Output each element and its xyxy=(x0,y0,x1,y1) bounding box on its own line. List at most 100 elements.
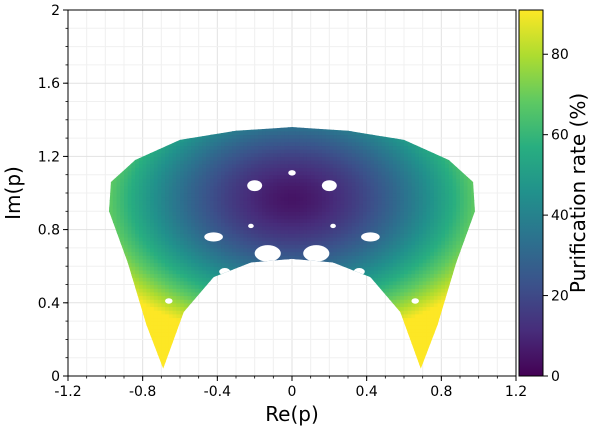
heatmap-cell xyxy=(299,284,304,289)
heatmap-cell xyxy=(217,343,222,348)
heatmap-cell xyxy=(239,233,245,238)
heatmap-cell xyxy=(325,160,330,165)
heatmap-cell xyxy=(243,218,248,223)
heatmap-cell xyxy=(351,189,357,194)
heatmap-cell xyxy=(135,343,140,348)
heatmap-cell xyxy=(314,291,319,297)
heatmap-cell xyxy=(209,321,215,326)
heatmap-cell xyxy=(150,244,155,249)
heatmap-cell xyxy=(194,200,200,205)
heatmap-cell xyxy=(172,189,177,194)
heatmap-cell xyxy=(299,127,304,128)
heatmap-cell xyxy=(362,185,368,190)
heatmap-cell xyxy=(217,255,222,260)
heatmap-cell xyxy=(180,156,185,161)
heatmap-cell xyxy=(321,284,327,289)
heatmap-cell xyxy=(280,167,286,172)
heatmap-cell xyxy=(202,269,207,275)
heatmap-cell xyxy=(109,233,114,238)
heatmap-cell xyxy=(329,233,334,238)
heatmap-cell xyxy=(183,178,189,183)
heatmap-cell xyxy=(292,273,297,278)
heatmap-cell xyxy=(112,269,118,275)
heatmap-cell xyxy=(265,339,271,344)
heatmap-cell xyxy=(165,313,170,319)
heatmap-cell xyxy=(262,127,267,128)
heatmap-cell xyxy=(127,343,133,348)
heatmap-cell xyxy=(209,222,215,227)
heatmap-cell xyxy=(187,266,192,271)
heatmap-cell xyxy=(306,174,312,179)
heatmap-cell xyxy=(284,368,289,369)
heatmap-cell xyxy=(280,343,286,348)
heatmap-cell xyxy=(303,233,308,238)
heatmap-cell xyxy=(277,365,282,369)
heatmap-cell xyxy=(265,365,271,369)
heatmap-cell xyxy=(310,127,315,132)
heatmap-cell xyxy=(209,284,215,289)
heatmap-cell xyxy=(280,193,286,198)
heatmap-cell xyxy=(240,120,244,124)
heatmap-cell xyxy=(221,247,226,253)
heatmap-cell xyxy=(273,306,278,311)
heatmap-cell xyxy=(273,343,278,348)
heatmap-cell xyxy=(340,346,345,351)
heatmap-cell xyxy=(273,127,278,132)
heatmap-cell xyxy=(228,255,233,260)
heatmap-cell xyxy=(120,218,125,223)
heatmap-cell xyxy=(247,357,252,362)
heatmap-cell xyxy=(247,134,252,139)
heatmap-cell xyxy=(288,240,293,245)
heatmap-cell xyxy=(318,288,323,293)
heatmap-cell xyxy=(254,350,259,355)
heatmap-cell xyxy=(295,321,301,326)
heatmap-cell xyxy=(206,306,211,311)
heatmap-cell xyxy=(146,229,151,234)
heatmap-cell xyxy=(366,262,371,267)
heatmap-cell xyxy=(157,218,162,223)
heatmap-cell xyxy=(168,324,174,330)
heatmap-cell xyxy=(336,218,342,223)
heatmap-cell xyxy=(243,295,248,300)
heatmap-cell xyxy=(295,255,301,260)
heatmap-cell xyxy=(161,277,166,282)
heatmap-cell xyxy=(224,291,230,297)
heatmap-cell xyxy=(273,149,278,154)
heatmap-cell xyxy=(109,203,110,209)
heatmap-cell xyxy=(280,134,286,139)
heatmap-cell xyxy=(262,167,267,172)
heatmap-cell xyxy=(273,127,278,128)
heatmap-cell xyxy=(329,141,334,147)
heatmap-cell xyxy=(254,193,259,198)
heatmap-cell xyxy=(318,229,323,234)
heatmap-cell xyxy=(292,152,297,157)
heatmap-cell xyxy=(209,306,215,311)
heatmap-cell xyxy=(265,273,271,278)
heatmap-cell xyxy=(314,127,319,132)
heatmap-cell xyxy=(116,167,121,172)
heatmap-cell xyxy=(318,368,323,369)
heatmap-cell xyxy=(355,310,360,315)
heatmap-cell xyxy=(340,236,345,242)
heatmap-cell xyxy=(254,163,259,168)
heatmap-cell xyxy=(277,141,282,147)
heatmap-cell xyxy=(180,262,185,267)
heatmap-cell xyxy=(239,350,245,355)
heatmap-cell xyxy=(168,130,174,136)
heatmap-cell xyxy=(355,240,360,245)
heatmap-cell xyxy=(262,141,267,147)
heatmap-cell xyxy=(344,255,349,260)
heatmap-cell xyxy=(131,120,135,124)
heatmap-cell xyxy=(269,189,274,194)
heatmap-cell xyxy=(255,120,259,124)
heatmap-cell xyxy=(239,240,245,245)
heatmap-cell xyxy=(254,328,259,333)
heatmap-cell xyxy=(213,163,218,168)
heatmap-cell xyxy=(138,306,144,311)
heatmap-cell xyxy=(187,328,192,333)
heatmap-cell xyxy=(224,229,230,234)
heatmap-cell xyxy=(116,214,121,220)
heatmap-cell xyxy=(239,269,245,275)
heatmap-cell xyxy=(191,127,196,132)
heatmap-cell xyxy=(183,350,189,355)
